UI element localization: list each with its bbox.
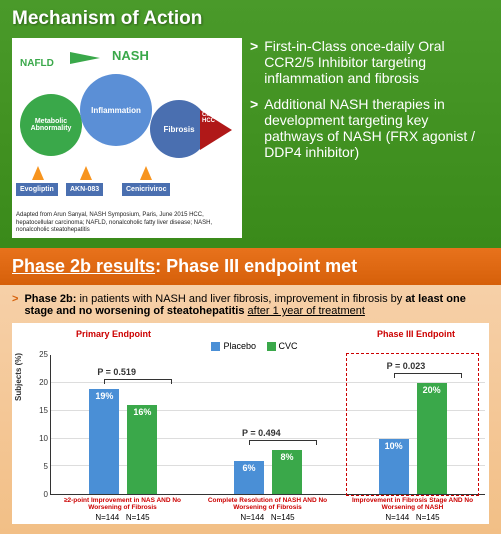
- chart-headers: Primary Endpoint Phase III Endpoint: [16, 329, 485, 339]
- n-label: N=144 N=145: [50, 513, 195, 522]
- y-axis-label: Subjects (%): [14, 353, 23, 401]
- mechanism-body: NAFLD NASH Metabolic Abnormality Inflamm…: [12, 38, 489, 238]
- x-label: Improvement in Fibrosis Stage AND No Wor…: [340, 497, 485, 511]
- phase2b-header: Phase 2b results: Phase III endpoint met: [0, 248, 501, 285]
- up-arrow-icon: [140, 166, 152, 180]
- x-label: Complete Resolution of NASH AND No Worse…: [195, 497, 340, 511]
- lead-mid: in patients with NASH and liver fibrosis…: [76, 293, 405, 305]
- phase2b-body: > Phase 2b: in patients with NASH and li…: [0, 285, 501, 534]
- phase2b-title: Phase 2b results: Phase III endpoint met: [12, 256, 489, 277]
- primary-endpoint-header: Primary Endpoint: [76, 329, 151, 339]
- title-rest: : Phase III endpoint met: [155, 256, 357, 276]
- bar-value-label: 6%: [234, 463, 264, 473]
- gear-inflammation: Inflammation: [80, 74, 152, 146]
- p-value-label: P = 0.519: [97, 367, 136, 377]
- p-value-label: P = 0.494: [242, 428, 281, 438]
- drug-label: Cenicriviroc: [122, 183, 170, 196]
- bar-placebo: 6%: [234, 461, 264, 494]
- bar-placebo: 19%: [89, 389, 119, 495]
- phase2b-lead-text: Phase 2b: in patients with NASH and live…: [24, 293, 489, 317]
- gear-metabolic: Metabolic Abnormality: [20, 94, 82, 156]
- p-bracket: [249, 440, 317, 444]
- phase2b-lead-row: > Phase 2b: in patients with NASH and li…: [12, 293, 489, 317]
- title-underline: Phase 2b results: [12, 256, 155, 276]
- y-tick: 15: [34, 406, 48, 415]
- up-arrow-icon: [80, 166, 92, 180]
- y-tick: 5: [34, 462, 48, 471]
- bar-cvc: 16%: [127, 405, 157, 494]
- bar-chart: Primary Endpoint Phase III Endpoint Plac…: [12, 323, 489, 524]
- legend-swatch-cvc: [267, 342, 276, 351]
- chart-legend: Placebo CVC: [16, 341, 485, 351]
- n-label: N=144 N=145: [340, 513, 485, 522]
- lead-underline: after 1 year of treatment: [248, 305, 365, 317]
- bullet-text: Additional NASH therapies in development…: [264, 96, 489, 160]
- y-tick: 20: [34, 378, 48, 387]
- nash-label: NASH: [112, 48, 149, 63]
- diagram-citation: Adapted from Arun Sanyal, NASH Symposium…: [16, 212, 238, 234]
- y-tick: 25: [34, 350, 48, 359]
- bullet-row: > First-in-Class once-daily Oral CCR2/5 …: [250, 38, 489, 86]
- bar-value-label: 19%: [89, 391, 119, 401]
- nash-arrow-icon: [70, 52, 100, 64]
- n-labels: N=144 N=145N=144 N=145N=144 N=145: [50, 513, 485, 522]
- chart-area: Subjects (%) 0 5 10 15 20 25 19% 16% P = 0…: [16, 355, 485, 495]
- mechanism-diagram: NAFLD NASH Metabolic Abnormality Inflamm…: [12, 38, 242, 238]
- legend-label-placebo: Placebo: [223, 341, 256, 351]
- phase3-highlight-box: [346, 353, 479, 496]
- y-tick: 10: [34, 434, 48, 443]
- nafld-label: NAFLD: [20, 58, 54, 69]
- mechanism-title: Mechanism of Action: [12, 8, 489, 30]
- x-label: ≥2-point Improvement in NAS AND No Worse…: [50, 497, 195, 511]
- mechanism-bullets: > First-in-Class once-daily Oral CCR2/5 …: [250, 38, 489, 238]
- mechanism-panel: Mechanism of Action NAFLD NASH Metabolic…: [0, 0, 501, 248]
- phase3-endpoint-header: Phase III Endpoint: [377, 329, 455, 339]
- drug-label: AKN-083: [66, 183, 103, 196]
- bullet-marker-icon: >: [12, 293, 18, 317]
- legend-swatch-placebo: [211, 342, 220, 351]
- lead-bold: Phase 2b:: [24, 293, 76, 305]
- bullet-text: First-in-Class once-daily Oral CCR2/5 In…: [264, 38, 489, 86]
- p-bracket: [104, 379, 172, 383]
- bar-value-label: 8%: [272, 452, 302, 462]
- y-tick: 0: [34, 490, 48, 499]
- bar-value-label: 16%: [127, 407, 157, 417]
- y-axis: Subjects (%) 0 5 10 15 20 25: [16, 355, 50, 495]
- legend-label-cvc: CVC: [279, 341, 298, 351]
- bullet-marker-icon: >: [250, 38, 258, 86]
- cirrhosis-label: Cirrhosis HCC: [202, 112, 242, 124]
- drug-label: Evogliptin: [16, 183, 58, 196]
- bullet-marker-icon: >: [250, 96, 258, 160]
- up-arrow-icon: [32, 166, 44, 180]
- bar-cvc: 8%: [272, 450, 302, 494]
- x-axis-labels: ≥2-point Improvement in NAS AND No Worse…: [50, 497, 485, 511]
- bullet-row: > Additional NASH therapies in developme…: [250, 96, 489, 160]
- plot-area: 19%16%P = 0.5196%8%P = 0.49410%20%P = 0.…: [50, 355, 485, 495]
- n-label: N=144 N=145: [195, 513, 340, 522]
